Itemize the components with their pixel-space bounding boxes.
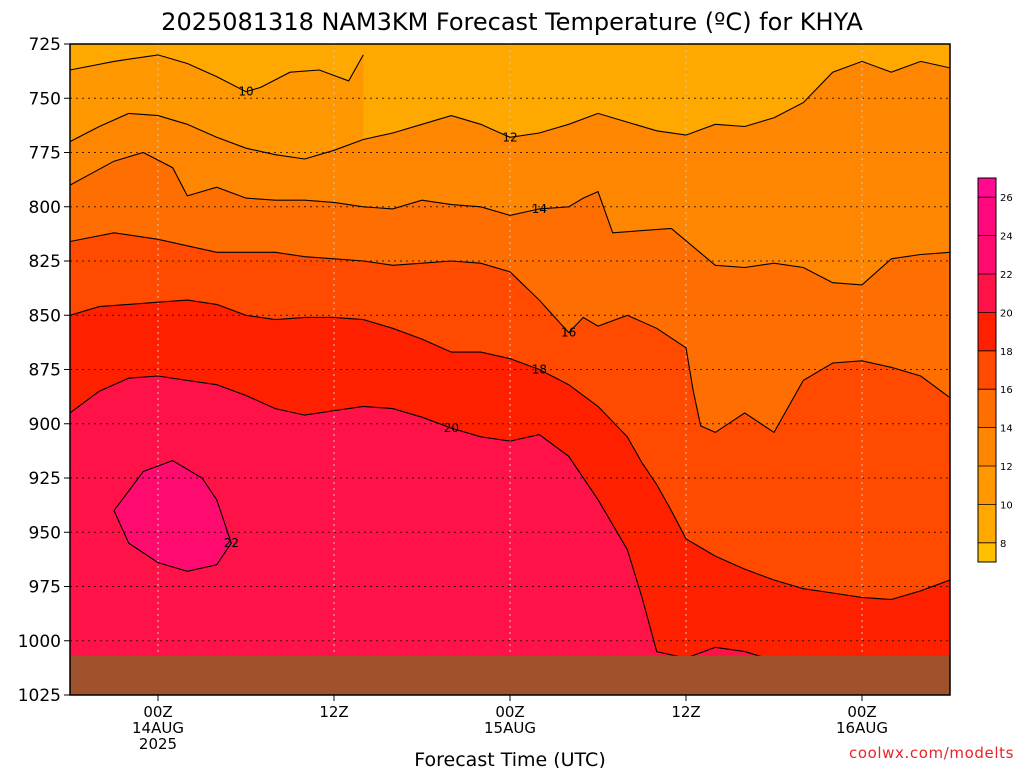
- contour-line-20: [70, 375, 804, 668]
- y-tick-label: 725: [29, 35, 61, 55]
- colorbar-tick-label: 8: [1000, 539, 1006, 550]
- contour-label-20: 20: [444, 421, 459, 435]
- x-tick-label: 15AUG: [484, 719, 536, 737]
- band-fill-20: [70, 376, 804, 695]
- colorbar-tick-label: 24: [1000, 232, 1013, 243]
- contour-lines: [70, 54, 950, 668]
- colorbar-swatch: [978, 427, 996, 467]
- contour-label-10: 10: [238, 85, 253, 99]
- colorbar-tick-label: 20: [1000, 308, 1013, 319]
- colorbar-swatch: [978, 542, 996, 563]
- contour-label-14: 14: [532, 202, 547, 216]
- colorbar-swatch: [978, 274, 996, 313]
- contour-label-12: 12: [502, 130, 517, 144]
- y-tick-label: 900: [29, 415, 61, 435]
- colorbar-tick-label: 14: [1000, 424, 1013, 435]
- contour-label-18: 18: [532, 363, 547, 377]
- colorbar: 8 10 12 14 16 18 20 22 24 26: [977, 177, 1013, 563]
- contour-line-18: [70, 299, 950, 601]
- x-tick-label: 16AUG: [836, 719, 888, 737]
- plot-area: [70, 44, 950, 695]
- colorbar-tick-label: 10: [1000, 500, 1013, 511]
- y-axis: 725 750 775 800 825 850 875 900 925 950 975 1000 102…: [18, 35, 70, 706]
- colorbar-swatch: [978, 350, 996, 390]
- chart-title: 2025081318 NAM3KM Forecast Temperature (…: [161, 8, 863, 36]
- contour-line-22: [113, 459, 232, 572]
- contour-labels: 10 12 14 16 18 20 22: [224, 85, 577, 550]
- x-tick-label: 12Z: [319, 703, 348, 721]
- terrain-layer: [70, 655, 950, 695]
- y-tick-label: 1000: [18, 632, 61, 652]
- y-tick-label: 850: [29, 306, 61, 326]
- y-tick-label: 775: [29, 144, 61, 164]
- contour-line-14: [70, 151, 950, 286]
- colorbar-swatch: [978, 178, 996, 198]
- colorbar-swatch: [978, 466, 996, 505]
- colorbar-swatch: [978, 312, 996, 352]
- colorbar-tick-label: 12: [1000, 462, 1013, 473]
- y-tick-label: 825: [29, 252, 61, 272]
- grid-lines: [70, 44, 950, 695]
- contour-label-22: 22: [224, 536, 239, 550]
- x-tick-label: 12Z: [671, 703, 700, 721]
- credit-text: coolwx.com/modelts: [849, 744, 1014, 762]
- colorbar-tick-label: 16: [1000, 385, 1013, 396]
- x-tick-label: 14AUG: [132, 719, 184, 737]
- y-tick-label: 800: [29, 198, 61, 218]
- x-tick-label: 00Z: [495, 703, 524, 721]
- colorbar-tick-label: 18: [1000, 347, 1013, 358]
- colorbar-swatch: [978, 235, 996, 275]
- y-tick-label: 875: [29, 361, 61, 381]
- contour-line-16: [70, 232, 950, 434]
- colorbar-swatch: [978, 504, 996, 544]
- colorbar-tick-label: 22: [1000, 270, 1013, 281]
- contour-line-12: [70, 60, 950, 160]
- terrain-surface: [70, 655, 950, 695]
- x-tick-label: 2025: [139, 735, 177, 753]
- colorbar-frame: [977, 177, 997, 563]
- colorbar-swatch: [978, 197, 996, 237]
- y-tick-label: 1025: [18, 686, 61, 706]
- y-tick-label: 750: [29, 89, 61, 109]
- y-tick-label: 950: [29, 523, 61, 543]
- y-tick-label: 975: [29, 578, 61, 598]
- x-tick-label: 00Z: [847, 703, 876, 721]
- y-tick-label: 925: [29, 469, 61, 489]
- colorbar-swatch: [978, 389, 996, 429]
- contour-label-16: 16: [561, 326, 576, 340]
- colorbar-tick-label: 26: [1000, 193, 1013, 204]
- contour-line-10: [70, 54, 364, 93]
- band-fill-22: [114, 460, 232, 572]
- x-axis-label: Forecast Time (UTC): [414, 749, 605, 768]
- x-tick-label: 00Z: [143, 703, 172, 721]
